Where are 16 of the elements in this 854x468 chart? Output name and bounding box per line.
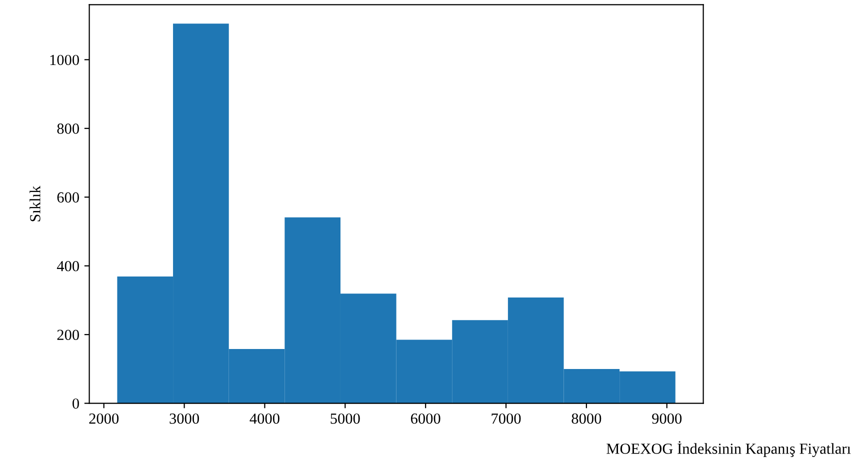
y-axis-title: Sıklık: [30, 186, 40, 222]
x-tick-label: 6000: [410, 413, 440, 424]
x-tick-label: 9000: [652, 413, 682, 424]
y-tick-label: 600: [57, 192, 79, 203]
y-tick-label: 1000: [50, 54, 79, 66]
y-tick-label: 400: [56, 260, 79, 272]
y-tick-label: 0: [72, 398, 79, 409]
x-tick-label: 3000: [170, 413, 199, 424]
x-tick-label: 5000: [330, 413, 360, 424]
x-tick-label: 4000: [250, 413, 280, 424]
y-tick-label: 200: [57, 330, 79, 340]
x-tick-label: 2000: [89, 413, 119, 424]
x-tick-label: 8000: [572, 413, 602, 424]
x-tick-label: 7000: [492, 413, 521, 424]
x-axis-title: MOEXOG İndeksinin Kapanış Fiyatları: [606, 441, 851, 458]
y-tick-label: 800: [57, 124, 79, 134]
